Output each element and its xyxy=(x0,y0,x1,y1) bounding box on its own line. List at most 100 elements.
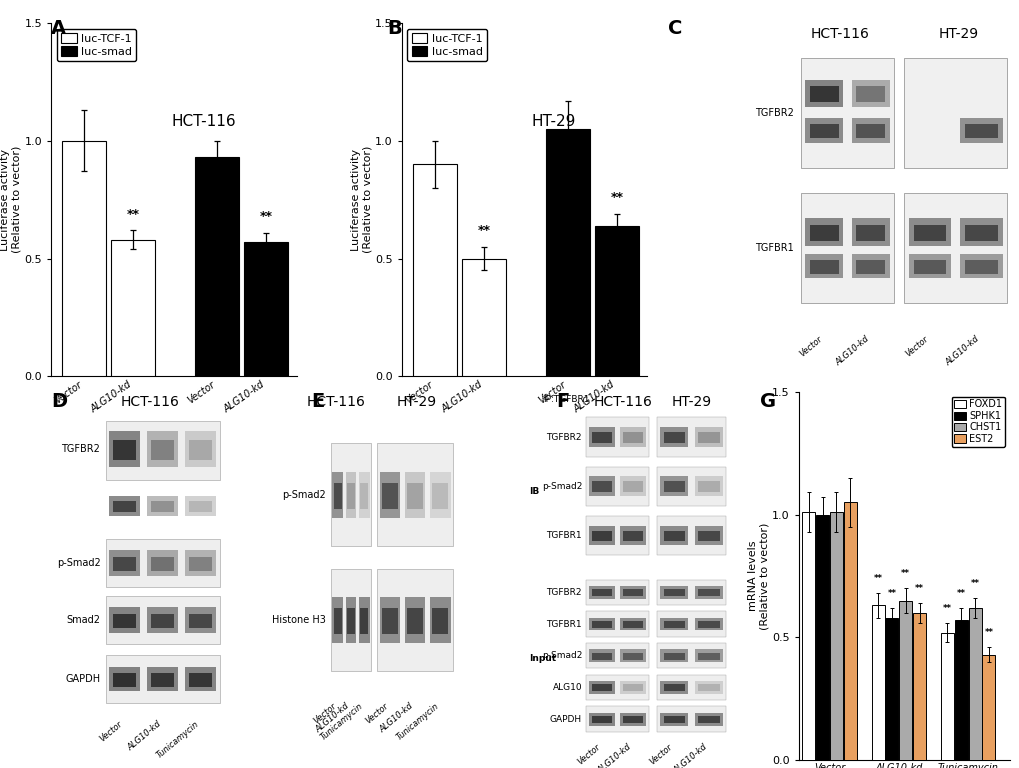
Bar xyxy=(588,427,614,447)
Bar xyxy=(151,557,174,571)
Bar xyxy=(801,193,893,303)
Bar xyxy=(333,608,341,634)
Bar xyxy=(903,193,1006,303)
Text: **: ** xyxy=(609,191,623,204)
Text: p-Smad2: p-Smad2 xyxy=(541,482,582,491)
Text: Tunicamycin: Tunicamycin xyxy=(318,701,364,742)
Bar xyxy=(586,516,648,555)
Bar xyxy=(805,118,843,143)
Bar xyxy=(809,124,838,137)
Bar xyxy=(697,684,718,691)
Text: TGFBR1: TGFBR1 xyxy=(546,620,582,628)
Text: HCT-116: HCT-116 xyxy=(593,396,651,409)
Bar xyxy=(113,673,136,687)
Text: **: ** xyxy=(477,224,490,237)
Bar xyxy=(109,431,140,467)
Bar xyxy=(151,501,174,512)
Text: ALG10-kd: ALG10-kd xyxy=(944,334,980,367)
Bar xyxy=(623,589,642,596)
Text: HT-29: HT-29 xyxy=(937,27,977,41)
Bar xyxy=(697,531,718,541)
Bar xyxy=(151,440,174,460)
Bar xyxy=(659,681,688,694)
Text: **: ** xyxy=(887,589,896,598)
Bar xyxy=(694,650,722,662)
Y-axis label: Luciferase activity
(Relative to vector): Luciferase activity (Relative to vector) xyxy=(351,146,372,253)
Bar xyxy=(189,440,212,460)
Bar xyxy=(407,608,423,634)
Bar xyxy=(377,443,452,546)
Bar xyxy=(113,440,136,460)
Bar xyxy=(623,531,642,541)
Bar xyxy=(462,259,505,376)
Text: **: ** xyxy=(260,210,272,223)
Bar xyxy=(105,539,219,587)
Text: ALG10: ALG10 xyxy=(552,683,582,692)
Text: ALG10-kd: ALG10-kd xyxy=(595,742,633,768)
Bar xyxy=(856,87,884,101)
Bar xyxy=(147,667,177,691)
Bar xyxy=(407,483,423,508)
Bar xyxy=(332,472,342,518)
Text: Vector: Vector xyxy=(903,334,929,358)
Bar xyxy=(805,80,843,108)
Bar xyxy=(656,467,726,506)
Bar xyxy=(805,218,843,246)
Bar xyxy=(851,80,889,108)
Bar xyxy=(109,607,140,634)
Y-axis label: mRNA levels
(Relative to vector): mRNA levels (Relative to vector) xyxy=(747,522,768,630)
Text: HT-29: HT-29 xyxy=(531,114,576,130)
Y-axis label: Luciferase activity
(Relative to vector): Luciferase activity (Relative to vector) xyxy=(0,146,21,253)
Bar xyxy=(656,611,726,637)
Text: D: D xyxy=(51,392,67,411)
Text: **: ** xyxy=(872,574,881,584)
Bar xyxy=(663,621,685,628)
Text: GAPDH: GAPDH xyxy=(65,674,100,684)
Bar xyxy=(185,550,216,576)
Text: ALG10-kd: ALG10-kd xyxy=(378,701,415,734)
Bar xyxy=(588,713,614,726)
Bar xyxy=(968,608,980,760)
Bar xyxy=(908,218,950,246)
Text: HCT-116: HCT-116 xyxy=(120,396,179,409)
Bar xyxy=(801,58,893,168)
Bar xyxy=(591,716,611,723)
Bar xyxy=(697,716,718,723)
Bar xyxy=(195,157,238,376)
Text: Vector: Vector xyxy=(797,334,823,358)
Text: ALG10-kd: ALG10-kd xyxy=(672,742,708,768)
Text: ALG10-kd: ALG10-kd xyxy=(314,701,351,734)
Text: TGFBR1: TGFBR1 xyxy=(754,243,793,253)
Bar xyxy=(964,260,997,273)
Bar xyxy=(809,225,838,240)
Text: HT-29: HT-29 xyxy=(671,396,711,409)
Text: Vector: Vector xyxy=(647,742,674,766)
Bar xyxy=(620,650,645,662)
Bar xyxy=(809,87,838,101)
Bar xyxy=(623,621,642,628)
Bar xyxy=(623,432,642,443)
Bar xyxy=(843,502,856,760)
Bar xyxy=(591,432,611,443)
Bar xyxy=(185,607,216,634)
Bar xyxy=(359,472,369,518)
Bar xyxy=(856,124,884,137)
Bar xyxy=(663,531,685,541)
Bar xyxy=(620,617,645,631)
Text: Histone H3: Histone H3 xyxy=(272,615,326,625)
Bar xyxy=(908,253,950,279)
Bar xyxy=(912,613,925,760)
Bar xyxy=(913,225,945,240)
Bar xyxy=(620,476,645,496)
Text: Vector: Vector xyxy=(363,701,389,726)
Bar xyxy=(405,472,425,518)
Bar xyxy=(656,707,726,732)
Bar xyxy=(981,654,995,760)
Bar xyxy=(591,531,611,541)
Bar xyxy=(623,653,642,660)
Text: Input: Input xyxy=(529,654,556,664)
Bar xyxy=(586,467,648,506)
Bar xyxy=(545,129,589,376)
Bar xyxy=(432,608,447,634)
Bar xyxy=(694,427,722,447)
